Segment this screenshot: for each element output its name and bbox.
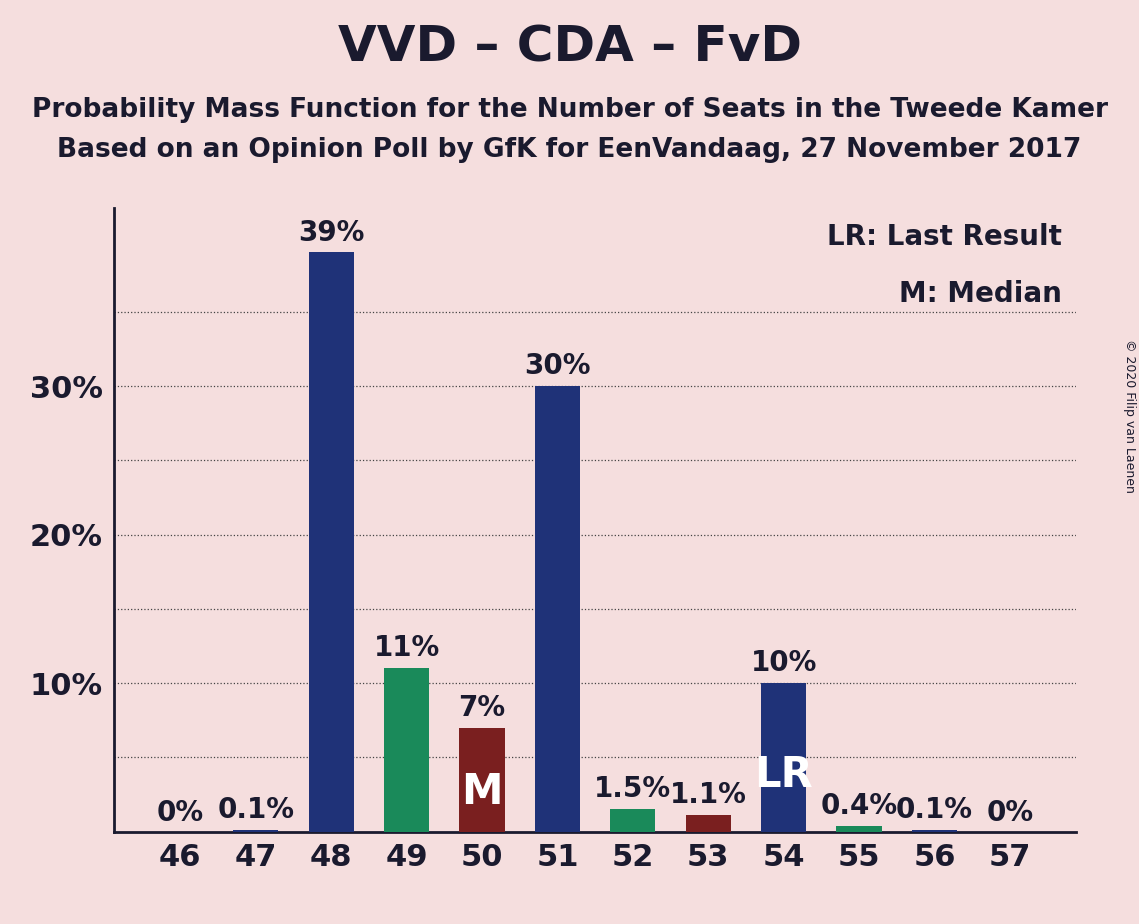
Bar bbox=[611, 809, 655, 832]
Bar bbox=[686, 815, 731, 832]
Bar bbox=[535, 386, 580, 832]
Text: 10%: 10% bbox=[751, 650, 817, 677]
Text: © 2020 Filip van Laenen: © 2020 Filip van Laenen bbox=[1123, 339, 1137, 492]
Text: LR: LR bbox=[754, 754, 813, 796]
Text: VVD – CDA – FvD: VVD – CDA – FvD bbox=[337, 23, 802, 71]
Text: 1.1%: 1.1% bbox=[670, 782, 747, 809]
Bar bbox=[233, 830, 278, 832]
Text: 0.1%: 0.1% bbox=[896, 796, 973, 824]
Text: 11%: 11% bbox=[374, 634, 440, 663]
Bar bbox=[761, 683, 806, 832]
Text: 0.1%: 0.1% bbox=[218, 796, 294, 824]
Bar bbox=[912, 830, 957, 832]
Bar bbox=[459, 728, 505, 832]
Text: 0%: 0% bbox=[986, 799, 1033, 827]
Text: 0.4%: 0.4% bbox=[820, 792, 898, 820]
Text: Probability Mass Function for the Number of Seats in the Tweede Kamer: Probability Mass Function for the Number… bbox=[32, 97, 1107, 123]
Bar bbox=[384, 668, 429, 832]
Text: M: M bbox=[461, 772, 502, 813]
Bar bbox=[309, 252, 354, 832]
Text: Based on an Opinion Poll by GfK for EenVandaag, 27 November 2017: Based on an Opinion Poll by GfK for EenV… bbox=[57, 137, 1082, 163]
Text: 7%: 7% bbox=[458, 694, 506, 722]
Text: 1.5%: 1.5% bbox=[595, 775, 671, 803]
Text: 30%: 30% bbox=[524, 352, 591, 380]
Text: 39%: 39% bbox=[298, 218, 364, 247]
Text: 0%: 0% bbox=[157, 799, 204, 827]
Bar bbox=[836, 826, 882, 832]
Text: LR: Last Result: LR: Last Result bbox=[827, 224, 1062, 251]
Text: M: Median: M: Median bbox=[899, 280, 1062, 308]
